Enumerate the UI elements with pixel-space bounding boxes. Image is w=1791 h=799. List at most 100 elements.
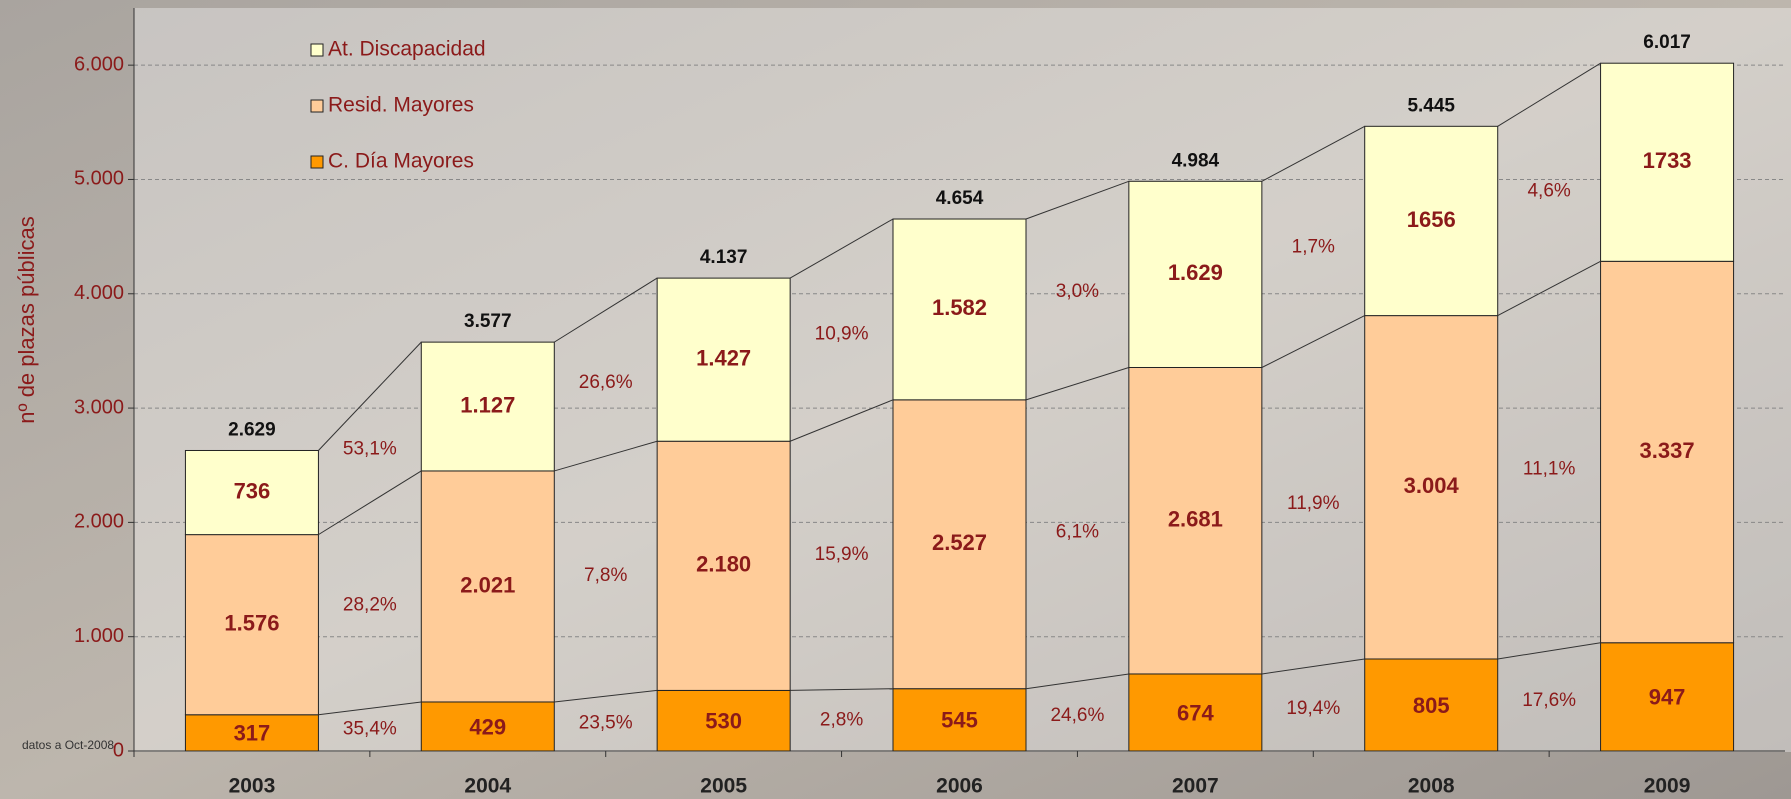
total-label: 3.577 <box>464 311 512 332</box>
legend-swatch <box>310 99 324 113</box>
legend-label: At. Discapacidad <box>328 38 486 61</box>
growth-label: 3,0% <box>1056 281 1099 302</box>
bar-segment <box>184 534 319 716</box>
x-tick-label: 2007 <box>1172 775 1219 798</box>
connector <box>318 470 422 536</box>
connector <box>554 440 658 472</box>
value-label: 429 <box>469 714 506 739</box>
bar-segment <box>656 440 791 691</box>
bar-segment <box>1128 180 1263 368</box>
value-label: 736 <box>234 478 271 503</box>
connector <box>554 689 658 703</box>
value-label: 674 <box>1177 700 1214 725</box>
value-label: 530 <box>705 709 742 734</box>
bar-segment <box>656 277 791 442</box>
growth-label: 53,1% <box>343 439 397 460</box>
growth-label: 28,2% <box>343 595 397 616</box>
connector <box>789 399 894 442</box>
bar-segment <box>420 701 555 752</box>
growth-label: 26,6% <box>579 372 633 393</box>
growth-label: 15,9% <box>815 544 869 565</box>
connector <box>1497 260 1601 317</box>
y-tick-label: 0 <box>113 739 124 761</box>
y-tick-label: 6.000 <box>74 53 124 75</box>
value-label: 2.021 <box>460 572 515 597</box>
bar-segment <box>420 470 555 703</box>
x-tick-label: 2004 <box>464 775 511 798</box>
bar-segment <box>1600 62 1735 262</box>
connector <box>1025 367 1130 401</box>
value-label: 3.337 <box>1640 438 1695 463</box>
y-tick-label: 4.000 <box>74 282 124 304</box>
bar-segment <box>420 341 555 472</box>
bar-segment <box>656 689 791 752</box>
x-tick-label: 2008 <box>1408 775 1455 798</box>
connector <box>1025 673 1129 690</box>
growth-label: 19,4% <box>1286 698 1340 719</box>
note: datos a Oct-2008 <box>22 738 114 752</box>
connector <box>318 701 422 716</box>
connector <box>554 277 658 343</box>
total-label: 6.017 <box>1643 32 1691 53</box>
growth-label: 11,9% <box>1287 493 1340 514</box>
growth-label: 10,9% <box>815 324 869 345</box>
total-label: 4.137 <box>700 247 748 268</box>
growth-label: 35,4% <box>343 719 397 740</box>
growth-label: 4,6% <box>1527 181 1570 202</box>
value-label: 947 <box>1649 685 1686 710</box>
bar-segment <box>1600 642 1735 752</box>
bar-segment <box>1364 315 1499 660</box>
y-tick-label: 5.000 <box>74 168 124 190</box>
total-label: 4.984 <box>1172 150 1220 171</box>
connector <box>1261 315 1365 368</box>
connector <box>1497 642 1601 660</box>
value-label: 1.629 <box>1168 260 1223 285</box>
connector <box>1261 658 1365 675</box>
bar-segment <box>1128 673 1263 752</box>
y-tick-label: 1.000 <box>74 625 124 647</box>
value-label: 805 <box>1413 693 1450 718</box>
value-label: 1656 <box>1407 207 1456 232</box>
legend-swatch <box>310 155 324 169</box>
connector <box>789 218 894 279</box>
connector <box>318 341 422 451</box>
bar-segment <box>1600 260 1735 644</box>
total-label: 4.654 <box>936 188 984 209</box>
bar-segment <box>892 688 1027 752</box>
connector <box>1497 62 1601 127</box>
growth-label: 6,1% <box>1056 522 1099 543</box>
x-tick-label: 2003 <box>229 775 276 798</box>
connector <box>1261 125 1365 182</box>
growth-label: 23,5% <box>579 713 633 734</box>
bar-segment <box>1364 125 1499 317</box>
bar-segment <box>184 449 319 536</box>
bar-segment <box>1364 658 1499 752</box>
value-label: 3.004 <box>1404 473 1460 498</box>
value-label: 1.582 <box>932 295 987 320</box>
total-label: 2.629 <box>228 420 276 441</box>
value-label: 1.576 <box>224 611 279 636</box>
growth-label: 7,8% <box>584 565 627 586</box>
value-label: 2.527 <box>932 530 987 555</box>
legend-label: C. Día Mayores <box>328 150 474 173</box>
bar-segment <box>892 218 1027 401</box>
legend-label: Resid. Mayores <box>328 94 474 117</box>
value-label: 317 <box>234 721 271 746</box>
connector <box>790 688 894 691</box>
value-label: 1.127 <box>460 392 515 417</box>
value-label: 1.427 <box>696 345 751 370</box>
growth-label: 2,8% <box>820 709 863 730</box>
growth-label: 11,1% <box>1523 459 1576 480</box>
value-label: 1733 <box>1643 148 1692 173</box>
bar-segment <box>892 399 1027 690</box>
y-axis-label: nº de plazas públicas <box>14 216 39 423</box>
value-label: 2.180 <box>696 552 751 577</box>
x-tick-label: 2006 <box>936 775 983 798</box>
bar-segment <box>1128 366 1263 675</box>
y-tick-label: 3.000 <box>74 396 124 418</box>
growth-label: 24,6% <box>1050 705 1104 726</box>
connector <box>1025 180 1130 220</box>
x-tick-label: 2009 <box>1644 775 1691 798</box>
growth-label: 1,7% <box>1292 237 1335 258</box>
total-label: 5.445 <box>1407 95 1455 116</box>
